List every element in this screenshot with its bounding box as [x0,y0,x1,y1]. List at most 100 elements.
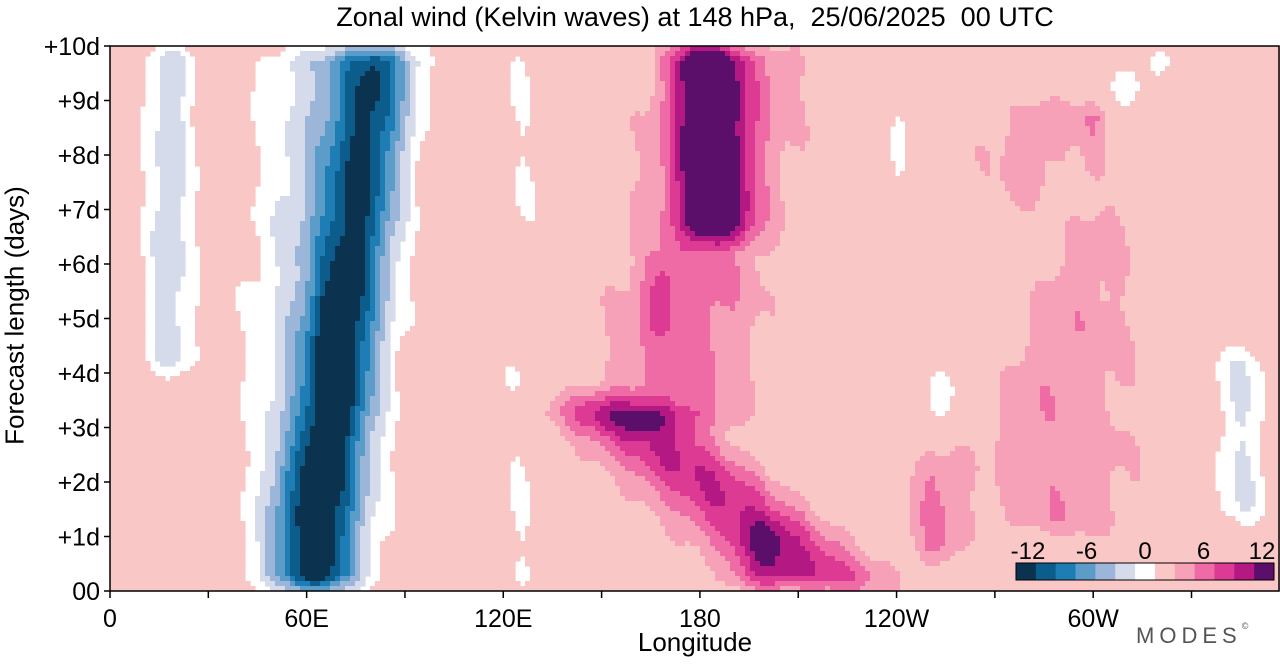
field-cell [1085,166,1106,172]
field-cell [155,151,186,157]
field-cell [195,211,251,217]
field-cell [630,251,651,257]
field-cell [340,76,346,82]
field-cell [380,396,391,402]
field-cell [910,511,921,517]
field-cell [780,481,911,487]
field-cell [1115,371,1136,377]
field-cell [340,81,346,87]
field-cell [685,201,741,207]
field-cell [345,101,356,107]
field-cell [110,426,246,432]
field-cell [265,456,276,462]
field-cell [195,336,246,342]
field-cell [515,386,566,392]
field-cell [295,256,311,262]
field-cell [870,576,901,582]
field-cell [670,76,676,82]
field-cell [400,341,611,347]
field-cell [285,376,296,382]
field-cell [395,481,511,487]
field-cell [305,186,316,192]
field-cell [645,476,661,482]
field-cell [780,236,1066,242]
field-cell [335,141,341,147]
field-cell [285,461,291,467]
field-cell [280,466,291,472]
field-cell [330,61,341,67]
field-cell [265,421,281,427]
field-cell [420,206,521,212]
field-cell [310,296,316,302]
field-cell [1095,176,1101,182]
field-cell [320,306,361,312]
field-cell [155,156,186,162]
field-cell [280,436,286,442]
field-cell [290,301,306,307]
field-cell [685,116,741,122]
field-cell [740,176,746,182]
field-cell [1055,416,1111,422]
field-cell [605,396,671,402]
field-cell [160,181,186,187]
field-cell [345,71,366,77]
field-cell [365,291,371,297]
field-cell [605,426,626,432]
field-cell [1050,386,1106,392]
field-cell [365,251,371,257]
field-cell [1065,226,1126,232]
field-cell [715,391,756,397]
field-cell [285,366,296,372]
field-cell [325,236,341,242]
field-cell [350,156,371,162]
field-cell [395,471,511,477]
field-cell [390,211,401,217]
field-cell [865,551,921,557]
field-cell [660,456,681,462]
field-cell [405,51,411,57]
field-cell [655,511,681,517]
field-cell [695,501,711,507]
field-cell [265,551,276,557]
field-cell [260,476,276,482]
field-cell [425,131,521,137]
field-cell [805,496,911,502]
field-cell [660,56,671,62]
field-cell [710,341,751,347]
field-cell [765,286,1036,292]
field-cell [700,526,716,532]
y-axis-label: Forecast length (days) [0,186,30,445]
field-cell [405,331,606,337]
field-cell [310,321,316,327]
field-cell [655,281,671,287]
field-cell [385,301,396,307]
field-cell [310,366,316,372]
field-cell [1110,411,1226,417]
field-cell [340,116,346,122]
field-cell [345,586,361,592]
field-cell [350,491,356,497]
field-cell [380,546,701,552]
field-cell [690,496,706,502]
field-cell [315,181,326,187]
field-cell [310,241,316,247]
field-cell [1100,176,1280,182]
field-cell [715,386,756,392]
field-cell [365,406,371,412]
field-cell [350,461,356,467]
field-cell [670,396,716,402]
field-cell [370,486,381,492]
field-cell [905,121,1011,127]
field-cell [1085,531,1111,537]
field-cell [160,81,186,87]
field-cell [680,131,736,137]
field-cell [1065,506,1111,512]
field-cell [380,136,391,142]
field-cell [660,141,671,147]
field-cell [380,551,701,557]
field-cell [280,421,291,427]
field-cell [365,401,371,407]
field-cell [280,576,291,582]
field-cell [395,366,506,372]
field-cell [410,256,636,262]
